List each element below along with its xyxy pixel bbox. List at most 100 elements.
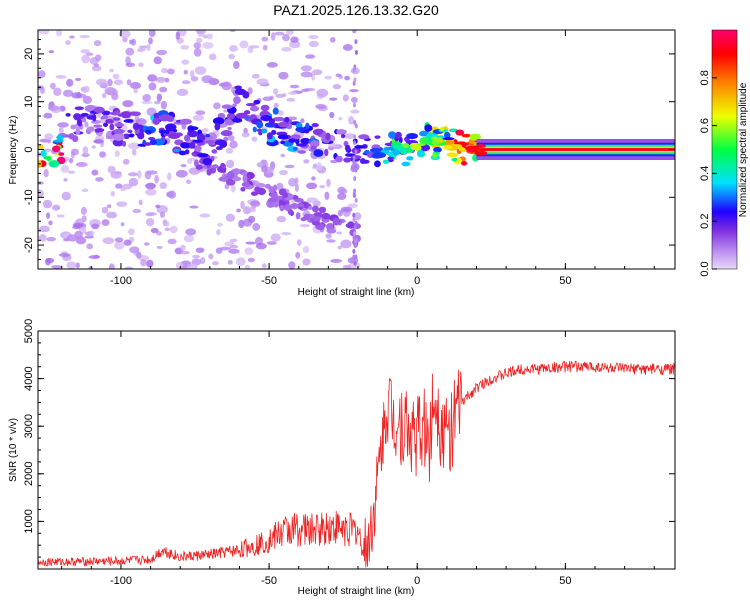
- spectrogram-noise-blob: [101, 219, 110, 226]
- spectrogram-noise-blob: [330, 258, 343, 263]
- spectrogram-noise-blob: [144, 242, 150, 246]
- spectrogram-ridge-blob: [194, 144, 202, 153]
- spectrogram-ridge-blob: [122, 140, 127, 147]
- spectrogram-ridge-blob: [364, 149, 370, 155]
- spectrogram-ridge-blob: [325, 132, 331, 141]
- spectrogram-noise-blob: [137, 170, 142, 179]
- spectrogram-noise-blob: [148, 37, 153, 45]
- spectrogram-noise-blob: [249, 200, 261, 207]
- spectrogram-y-tick-label: -10: [23, 189, 35, 205]
- spectrogram-noise-blob: [344, 133, 356, 140]
- spectrogram-ridge-blob: [74, 106, 84, 111]
- spectrogram-ridge-blob: [232, 103, 237, 107]
- spectrogram-streak-blob: [195, 164, 203, 170]
- spectrogram-noise-blob: [290, 36, 299, 43]
- spectrogram-streak-blob: [240, 186, 246, 192]
- spectrogram-bright-blob: [474, 150, 488, 156]
- spectrogram-ridge-blob: [433, 146, 442, 153]
- spectrogram-ridge-blob: [143, 142, 153, 146]
- spectrogram-noise-blob: [189, 70, 195, 78]
- spectrogram-ridge-blob: [81, 117, 87, 123]
- spectrogram-noise-blob: [86, 243, 93, 250]
- spectrogram-noise-blob: [308, 34, 319, 40]
- spectrogram-vertical-blob: [353, 30, 357, 34]
- spectrogram-noise-blob: [180, 45, 190, 50]
- spectrogram-ridge-blob: [401, 161, 411, 167]
- spectrogram-streak-blob: [303, 213, 311, 220]
- spectrogram-noise-blob: [58, 253, 71, 257]
- spectrogram-streak-blob: [242, 174, 248, 183]
- spectrogram-ridge-blob: [280, 140, 285, 145]
- spectrogram-noise-blob: [186, 179, 192, 185]
- spectrogram-noise-blob: [138, 62, 144, 68]
- spectrogram-streak-blob: [267, 197, 277, 203]
- spectrogram-noise-blob: [123, 239, 132, 246]
- snr-y-ticks: 1000 2000 3000 4000 5000: [23, 319, 675, 558]
- spectrogram-ridge-blob: [179, 118, 192, 125]
- spectrogram-noise-blob: [64, 156, 70, 162]
- spectrogram-noise-blob: [128, 228, 135, 236]
- spectrogram-ridge-blob: [212, 117, 225, 125]
- spectrogram-noise-blob: [107, 78, 113, 87]
- spectrogram-noise-blob: [63, 178, 68, 182]
- spectrogram-noise-blob: [102, 237, 115, 245]
- spectrogram-bright-blob: [410, 146, 420, 151]
- spectrogram-noise-blob: [165, 221, 170, 227]
- spectrogram-noise-blob: [329, 111, 335, 119]
- spectrogram-noise-blob: [305, 54, 316, 59]
- spectrogram-noise-blob: [69, 35, 75, 39]
- spectrogram-noise-blob: [347, 203, 358, 209]
- spectrogram-streak-blob: [308, 205, 313, 210]
- spectrogram-noise-blob: [55, 75, 67, 79]
- spectrogram-noise-blob: [193, 42, 202, 49]
- spectrogram-ridge-blob: [439, 126, 445, 132]
- spectrogram-noise-blob: [155, 204, 161, 209]
- spectrogram-ridge-blob: [158, 129, 167, 134]
- spectrogram-ridge-blob: [187, 130, 199, 138]
- spectrogram-noise-blob: [327, 143, 339, 148]
- spectrogram-ridge-blob: [101, 110, 111, 116]
- spectrogram-ridge-blob: [387, 156, 394, 161]
- spectrogram-noise-blob: [136, 118, 147, 126]
- spectrogram-ridge-blob: [344, 144, 351, 152]
- colorbar-tick-label: 0.6: [699, 118, 711, 133]
- spectrogram-noise-blob: [43, 168, 49, 178]
- snr-y-label: SNR (10 * v/v): [8, 418, 19, 482]
- spectrogram-ridge-blob: [443, 131, 451, 139]
- spectrogram-ridge-blob: [256, 121, 264, 129]
- spectrogram-ridge-blob: [417, 149, 425, 157]
- spectrogram-ridge-blob: [56, 134, 64, 142]
- spectrogram-noise-blob: [324, 191, 330, 201]
- spectrogram-noise-blob: [306, 197, 318, 203]
- spectrogram-noise-blob: [340, 239, 352, 249]
- spectrogram-noise-blob: [38, 181, 45, 185]
- spectrogram-noise-blob: [274, 31, 285, 36]
- snr-x-tick-label: 0: [414, 575, 420, 587]
- spectrogram-noise-blob: [225, 213, 236, 222]
- spectrogram-noise-blob: [46, 212, 51, 219]
- spectrogram-noise-blob: [216, 229, 221, 236]
- spectrogram-ridge-blob: [114, 122, 125, 128]
- spectrogram-ridge-blob: [178, 150, 187, 156]
- spectrogram-bright-blob: [410, 142, 420, 147]
- spectrogram-noise-blob: [93, 63, 100, 67]
- spectrogram-noise-blob: [180, 265, 188, 269]
- spectrogram-ridge-blob: [129, 111, 138, 116]
- spectrogram-ridge-blob: [103, 122, 109, 128]
- spectrogram-ridge-blob: [244, 110, 251, 115]
- spectrogram-noise-blob: [180, 163, 187, 168]
- spectrogram-bright-blob: [442, 145, 453, 150]
- spectrogram-bright-blob: [392, 143, 403, 150]
- spectrogram-ridge-blob: [232, 117, 243, 123]
- spectrogram-ridge-blob: [448, 128, 458, 133]
- spectrogram-ridge-blob: [300, 137, 311, 145]
- spectrogram-bright-blob: [380, 149, 388, 154]
- spectrogram-noise-blob: [140, 258, 147, 267]
- spectrogram-noise-blob: [225, 159, 235, 169]
- spectrogram-noise-blob: [212, 261, 219, 266]
- spectrogram-ridge-blob: [165, 123, 177, 131]
- spectrogram-streak-blob: [257, 187, 266, 196]
- spectrogram-noise-blob: [150, 227, 159, 234]
- spectrogram-ridge-blob: [461, 160, 468, 166]
- spectrogram-streak-blob: [220, 162, 225, 168]
